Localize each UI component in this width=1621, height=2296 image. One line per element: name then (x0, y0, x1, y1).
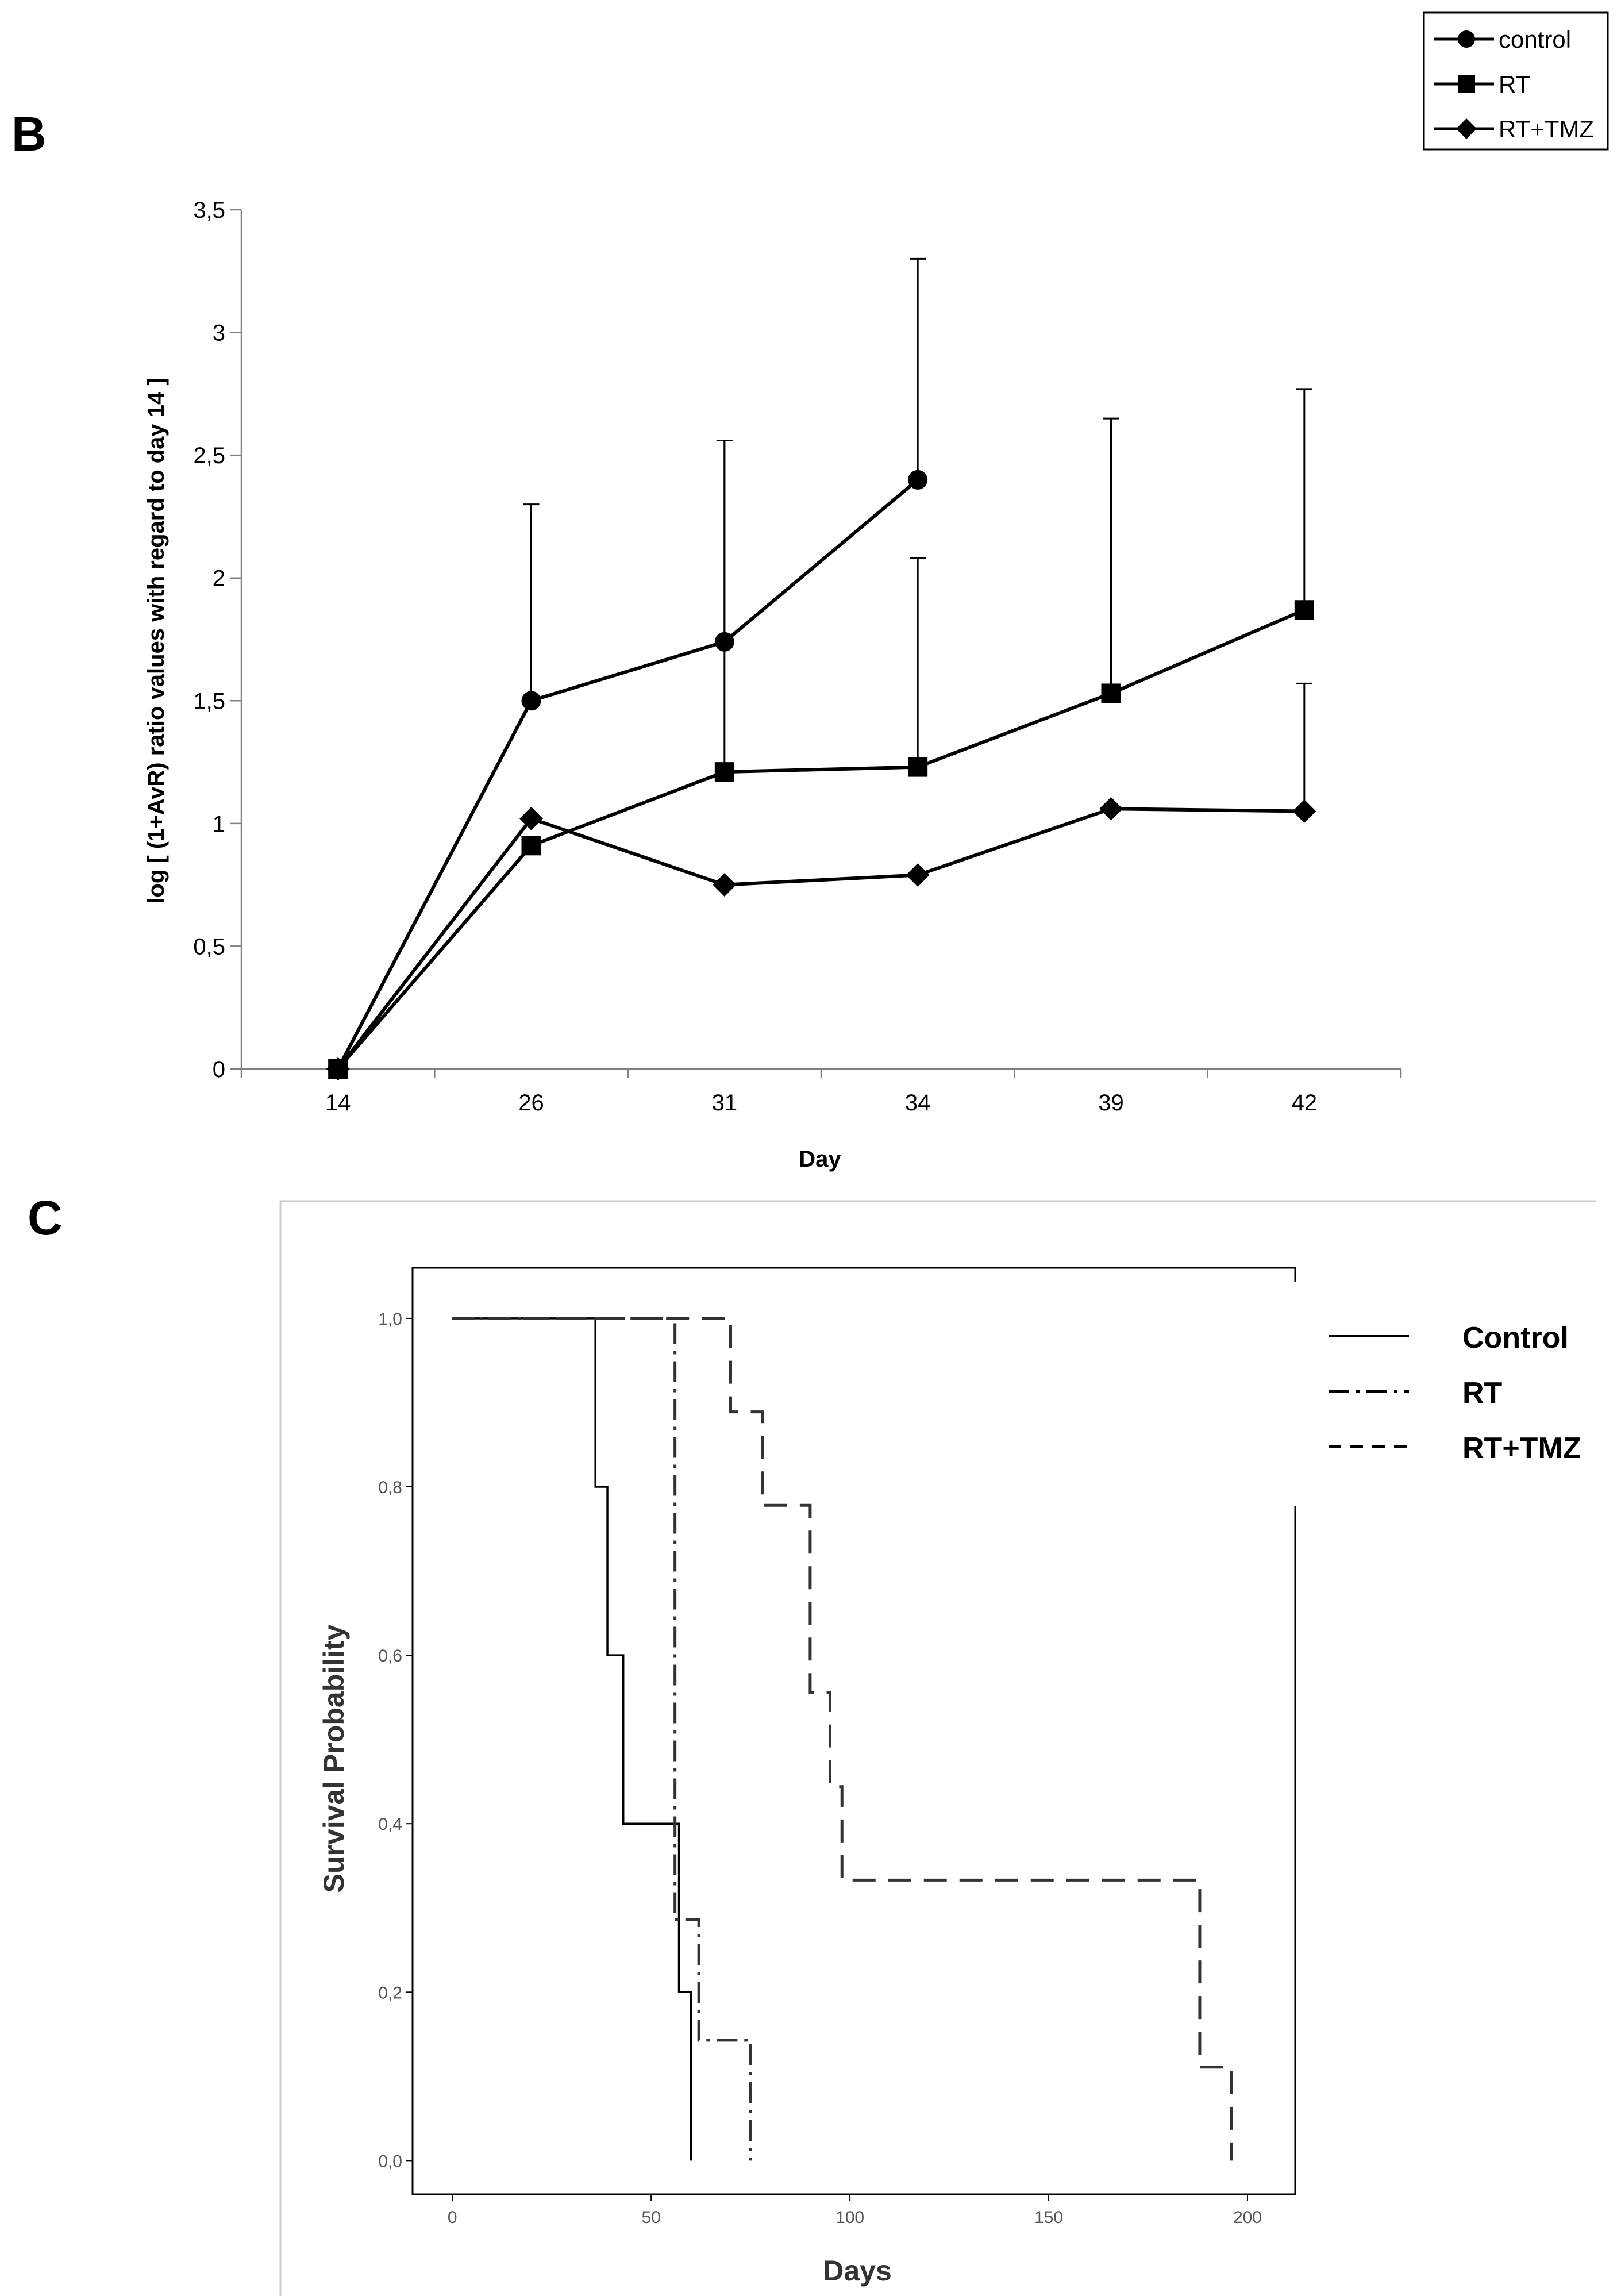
point-rt (908, 757, 928, 777)
y-tick-label-b: 1,5 (193, 689, 225, 714)
panel-b-label: B (11, 107, 47, 161)
point-rt-tmz (1292, 799, 1316, 823)
point-control (521, 691, 541, 711)
x-tick-label-b: 39 (1098, 1090, 1124, 1116)
x-tick-label-c: 100 (835, 2208, 864, 2227)
point-control (908, 470, 928, 490)
y-tick-label-b: 3 (213, 321, 225, 346)
series-line-control (336, 478, 919, 1070)
legend-c-label-rt: RT (1462, 1376, 1503, 1410)
point-rt-tmz (1099, 797, 1123, 821)
y-tick-label-b: 2,5 (193, 443, 225, 468)
x-tick-label-c: 0 (448, 2208, 457, 2227)
x-tick-label-b: 26 (518, 1090, 544, 1116)
point-rt (1294, 600, 1314, 620)
legend-b-marker-control (1458, 30, 1475, 48)
point-rt-tmz (326, 1057, 350, 1081)
series-b (326, 470, 1316, 1081)
x-tick-label-c: 200 (1233, 2208, 1262, 2227)
km-curve-rt-tmz (452, 1317, 1233, 2161)
point-rt (1101, 683, 1121, 703)
x-tick-label-b: 31 (712, 1090, 738, 1116)
panel-c: C 0,0 0,2 0,4 0,6 0,8 1,0 0 50 100 150 200 Control… (28, 1191, 1596, 2296)
panel-c-label: C (28, 1191, 63, 1245)
legend-b-marker-rt (1458, 75, 1475, 93)
y-axis-title-b: log [ (1+AvR) ratio values with regard t… (144, 378, 169, 903)
y-tick-label-c: 0,8 (378, 1478, 402, 1497)
frame-gap-c (1293, 1282, 1299, 1506)
legend-c-label-rt-tmz: RT+TMZ (1462, 1432, 1581, 1465)
x-tick-label-b: 42 (1292, 1090, 1318, 1116)
series-line-rt-tmz (336, 807, 1304, 1070)
x-tick-label-c: 150 (1034, 2208, 1063, 2227)
series-c (452, 1317, 1233, 2161)
point-rt-tmz (519, 806, 543, 830)
y-axis-title-c: Survival Probability (318, 1624, 350, 1893)
legend-b-label-control: control (1499, 26, 1571, 53)
x-axis-title-c: Days (823, 2255, 892, 2287)
y-tick-label-c: 1,0 (378, 1310, 402, 1329)
point-rt-tmz (713, 873, 737, 897)
x-tick-label-b: 34 (905, 1090, 931, 1116)
legend-c-label-control: Control (1462, 1321, 1569, 1355)
x-axis-title-b: Day (799, 1147, 841, 1172)
y-tick-label-b: 0,5 (193, 934, 225, 959)
y-tick-label-b: 1 (213, 812, 225, 837)
point-rt (521, 836, 541, 856)
error-bars-b (523, 257, 1312, 812)
plot-frame-c (411, 1267, 1296, 2195)
km-curve-rt (452, 1317, 752, 2161)
y-tick-label-b: 0 (213, 1057, 225, 1082)
legend-b-frame (1423, 11, 1609, 151)
panel-c-border (279, 1200, 1596, 2296)
km-curve-control (452, 1317, 692, 2161)
y-tick-label-b: 2 (213, 566, 225, 591)
y-tick-label-c: 0,6 (378, 1647, 402, 1666)
y-tick-label-b: 3,5 (193, 198, 225, 223)
axes-c: 0,0 0,2 0,4 0,6 0,8 1,0 0 50 100 150 200 (378, 1267, 1299, 2227)
y-tick-label-c: 0,4 (378, 1815, 402, 1834)
y-tick-label-c: 0,2 (378, 1983, 402, 2002)
legend-b-label-rt: RT (1499, 71, 1530, 98)
point-rt-tmz (906, 863, 930, 887)
series-line-rt (336, 608, 1306, 1070)
y-tick-label-c: 0,0 (378, 2152, 402, 2171)
legend-b: control RT RT+TMZ (1423, 11, 1609, 151)
axes-b: 0 0,5 1 1,5 2 2,5 3 3,5 14 26 31 34 39 42 (193, 198, 1402, 1116)
x-tick-label-c: 50 (641, 2208, 660, 2227)
point-rt (714, 762, 734, 782)
x-tick-label-b: 14 (325, 1090, 351, 1116)
legend-b-marker-rt-tmz (1456, 118, 1477, 139)
point-control (714, 632, 734, 652)
legend-c: Control RT RT+TMZ (1329, 1321, 1581, 1465)
legend-b-label-rt-tmz: RT+TMZ (1499, 116, 1594, 143)
panel-b: B control RT RT+TMZ 0 0,5 1 1,5 2 2,5 3 3,5 14 26 31… (11, 11, 1609, 1172)
